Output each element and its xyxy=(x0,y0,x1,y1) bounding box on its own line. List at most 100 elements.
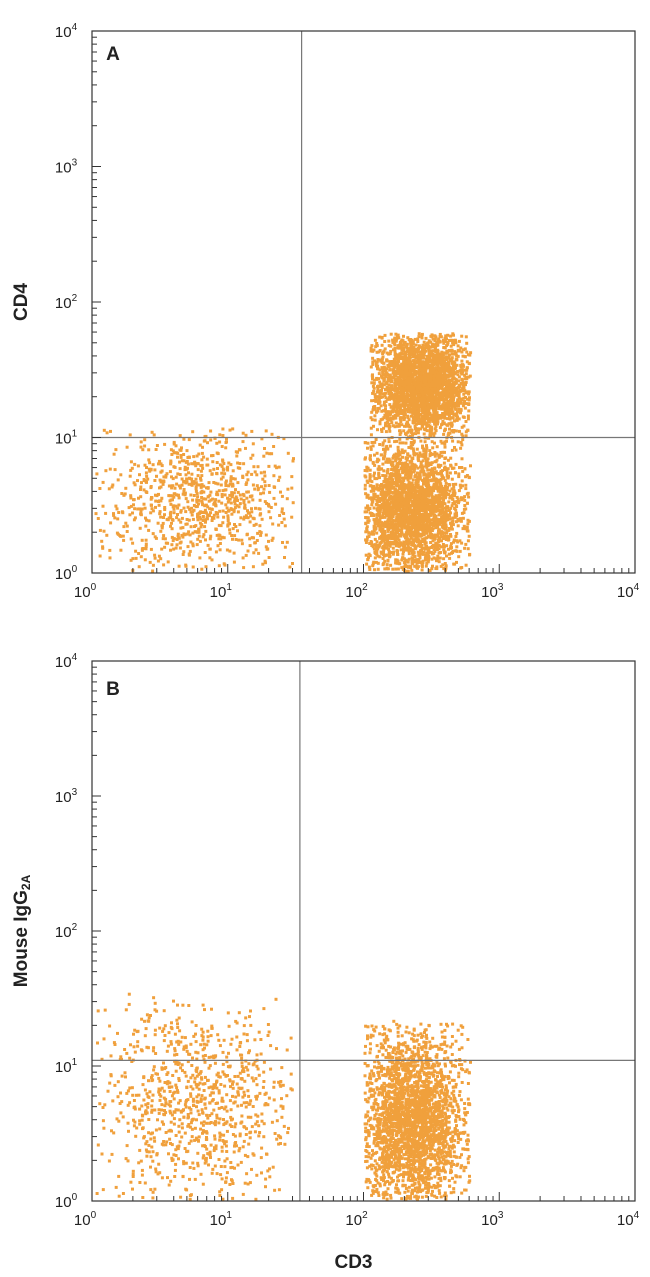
event-dot xyxy=(439,463,443,467)
event-dot xyxy=(368,473,372,477)
event-dot xyxy=(368,511,372,515)
event-dot xyxy=(367,496,371,500)
event-dot xyxy=(172,451,176,455)
event-dot xyxy=(434,515,438,519)
event-dot xyxy=(421,364,425,368)
event-dot xyxy=(187,482,191,486)
event-dot xyxy=(200,489,204,493)
event-dot xyxy=(430,526,434,530)
event-dot xyxy=(401,451,405,455)
event-dot xyxy=(434,541,438,545)
event-dot xyxy=(448,517,452,521)
event-dot xyxy=(382,480,386,483)
event-dot xyxy=(419,504,423,508)
event-dot xyxy=(366,558,370,562)
event-dot xyxy=(136,464,140,468)
event-dot xyxy=(375,364,378,368)
event-dot xyxy=(182,488,186,491)
event-dot xyxy=(224,484,228,487)
event-dot xyxy=(432,489,436,493)
event-dot xyxy=(240,542,244,546)
event-dot xyxy=(220,445,224,448)
event-dot xyxy=(401,471,405,475)
event-dot xyxy=(405,534,408,538)
event-dot xyxy=(464,507,468,511)
event-dot xyxy=(239,516,243,520)
event-dot xyxy=(389,349,393,353)
event-dot xyxy=(407,525,410,529)
event-dot xyxy=(446,518,450,522)
event-dot xyxy=(389,344,393,348)
event-dot xyxy=(146,477,150,481)
event-dot xyxy=(172,537,176,541)
event-dot xyxy=(191,498,195,502)
event-dot xyxy=(163,545,167,549)
event-dot xyxy=(418,474,422,478)
event-dot xyxy=(440,413,444,417)
event-dot xyxy=(385,511,389,515)
event-dot xyxy=(382,403,386,407)
event-dot xyxy=(232,551,236,555)
event-dot xyxy=(446,535,450,539)
event-dot xyxy=(454,535,458,538)
event-dot xyxy=(462,524,466,528)
event-dot xyxy=(413,531,417,534)
event-dot xyxy=(387,536,391,540)
event-dot xyxy=(380,430,384,433)
event-dot xyxy=(196,515,199,519)
event-dot xyxy=(267,556,271,559)
event-dot xyxy=(267,539,270,543)
event-dot xyxy=(416,486,420,490)
event-dot xyxy=(184,460,188,464)
event-dot xyxy=(467,519,471,523)
event-dot xyxy=(96,517,100,520)
event-dot xyxy=(432,521,436,525)
event-dot xyxy=(132,481,136,485)
event-dot xyxy=(387,552,391,556)
event-dot xyxy=(385,359,389,363)
event-dot xyxy=(430,473,434,477)
event-dot xyxy=(220,535,224,539)
event-dot xyxy=(387,522,391,526)
event-dot xyxy=(200,567,204,571)
event-dot xyxy=(372,378,376,382)
event-dot xyxy=(244,514,248,518)
event-dot xyxy=(182,490,186,494)
event-dot xyxy=(424,455,428,459)
event-dot xyxy=(381,462,385,466)
event-dot xyxy=(190,482,193,486)
event-dot xyxy=(220,493,224,496)
event-dot xyxy=(378,518,382,522)
event-dot xyxy=(190,480,194,484)
event-dot xyxy=(430,461,434,465)
event-dot xyxy=(98,554,102,558)
event-dot xyxy=(145,474,149,478)
event-dot xyxy=(141,547,145,550)
event-dot xyxy=(125,530,129,533)
event-dot xyxy=(414,494,418,498)
event-dot xyxy=(431,495,434,499)
event-dot xyxy=(440,515,444,519)
event-dot xyxy=(414,473,418,477)
event-dot xyxy=(457,475,461,479)
event-dot xyxy=(395,515,399,519)
event-dot xyxy=(403,461,407,465)
event-dot xyxy=(186,505,190,509)
event-dot xyxy=(437,493,441,497)
event-dot xyxy=(215,492,219,496)
event-dot xyxy=(150,507,154,511)
event-dot xyxy=(440,545,444,549)
event-dot xyxy=(144,490,148,494)
event-dot xyxy=(433,501,437,505)
event-dot xyxy=(124,486,128,490)
event-dot xyxy=(203,551,207,554)
event-dot xyxy=(377,513,381,517)
event-dot xyxy=(171,484,175,488)
event-dot xyxy=(410,446,414,450)
event-dot xyxy=(395,509,399,513)
event-dot xyxy=(387,547,391,551)
event-dot xyxy=(427,546,431,550)
event-dot xyxy=(379,404,383,408)
event-dot xyxy=(377,372,381,376)
